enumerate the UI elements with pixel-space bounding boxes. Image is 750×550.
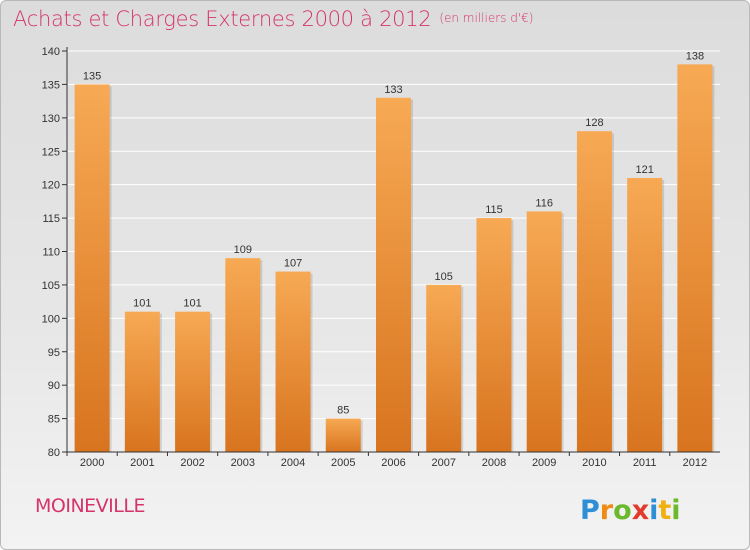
bar: [476, 218, 512, 452]
bar: [325, 418, 361, 452]
y-tick-label: 95: [48, 347, 60, 359]
y-tick-label: 100: [42, 313, 60, 325]
bar: [627, 177, 663, 452]
x-tick-label: 2008: [482, 457, 506, 469]
x-tick-label: 2004: [281, 457, 305, 469]
bar-value-label: 128: [585, 117, 603, 129]
chart-unit: (en milliers d'€): [439, 11, 534, 25]
x-tick-label: 2007: [431, 457, 455, 469]
y-tick-label: 115: [42, 213, 60, 225]
bar-value-label: 109: [234, 244, 252, 256]
bar: [376, 97, 411, 453]
bar: [175, 311, 211, 452]
x-tick-label: 2006: [381, 457, 405, 469]
svg-text:Proxiti: Proxiti: [580, 495, 681, 526]
y-tick-label: 125: [42, 146, 60, 158]
x-tick-label: 2003: [231, 457, 255, 469]
bar-value-label: 115: [485, 204, 503, 216]
bar-value-label: 101: [183, 298, 201, 310]
x-tick-label: 2009: [532, 457, 556, 469]
bars: 135 101 101 109 107 85 133 105 115 116 128 121 138: [74, 50, 715, 453]
y-tick-label: 140: [42, 46, 60, 58]
bar: [275, 271, 311, 452]
x-tick-label: 2005: [331, 457, 355, 469]
bar: [225, 258, 261, 452]
bar-value-label: 105: [435, 271, 453, 283]
bar-value-label: 138: [686, 50, 704, 62]
x-tick-label: 2001: [130, 457, 154, 469]
y-tick-label: 135: [42, 79, 60, 91]
proxiti-logo: Proxiti: [580, 495, 681, 526]
y-tick-label: 90: [48, 380, 60, 392]
bar: [74, 84, 110, 453]
x-tick-label: 2010: [582, 457, 606, 469]
bar-value-label: 116: [535, 197, 553, 209]
y-tick-label: 120: [42, 180, 60, 192]
bar: [526, 211, 562, 452]
x-tick-label: 2011: [633, 457, 657, 469]
bar-value-label: 85: [337, 405, 349, 417]
y-tick-label: 85: [48, 414, 60, 426]
bar-value-label: 101: [133, 298, 151, 310]
y-tick-label: 130: [42, 113, 60, 125]
bar-value-label: 133: [384, 84, 402, 96]
bar: [426, 284, 462, 452]
y-tick-label: 110: [42, 247, 60, 259]
bar: [677, 64, 713, 452]
axes: 80 85 90 95 100 105 110 115 120 125 130 135 140 2000 2…: [42, 46, 720, 469]
bar-value-label: 121: [635, 164, 653, 176]
commune-name: MOINEVILLE: [35, 495, 145, 517]
bar-value-label: 135: [83, 70, 101, 82]
x-tick-label: 2012: [683, 457, 707, 469]
chart-title-block: Achats et Charges Externes 2000 à 2012 (e…: [13, 7, 533, 31]
bar: [576, 131, 612, 452]
bar-value-label: 107: [284, 258, 302, 270]
chart-title: Achats et Charges Externes 2000 à 2012: [13, 7, 432, 31]
y-tick-label: 80: [48, 447, 60, 459]
bar: [124, 311, 160, 452]
x-tick-label: 2002: [180, 457, 204, 469]
x-tick-label: 2000: [80, 457, 104, 469]
y-tick-label: 105: [42, 280, 60, 292]
